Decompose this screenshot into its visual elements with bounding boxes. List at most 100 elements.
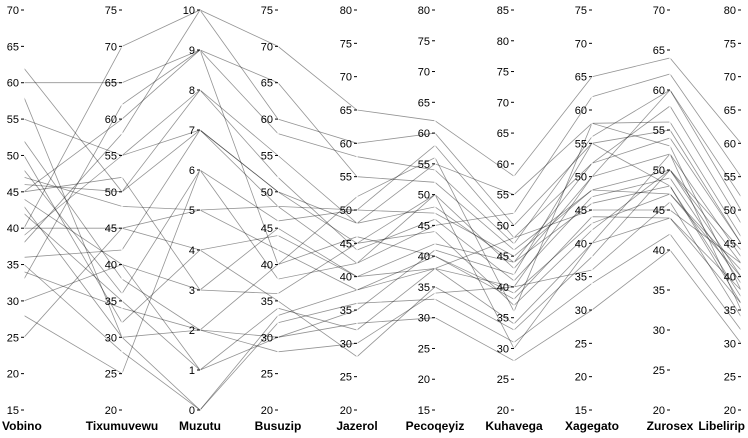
- tick-label: 45: [340, 238, 352, 250]
- tick-label: 30: [7, 296, 19, 308]
- axis-title: Muzutu: [179, 419, 221, 433]
- tick-label: 55: [497, 190, 509, 202]
- axes: 15 20 25 30 35 40 45 50 55 60 65 70 Vobino 20 25 30 35 40…: [2, 5, 745, 433]
- axis-libelirip: 20 25 30 35 40 45 50 55 60 65 70 75 80 Libelirip: [698, 5, 745, 433]
- tick-label: 55: [653, 125, 665, 137]
- tick-label: 40: [724, 272, 736, 284]
- tick-label: 65: [724, 105, 736, 117]
- tick-label: 20: [724, 405, 736, 417]
- tick-label: 10: [183, 5, 195, 17]
- series-line-5: [23, 118, 742, 350]
- tick-label: 45: [418, 220, 430, 232]
- tick-label: 65: [575, 72, 587, 84]
- tick-label: 70: [418, 67, 430, 79]
- tick-label: 35: [653, 285, 665, 297]
- series-line-3: [23, 49, 742, 313]
- tick-label: 75: [497, 67, 509, 79]
- tick-label: 80: [497, 36, 509, 48]
- series-line-6: [23, 89, 742, 302]
- axis-title: Kuhavega: [485, 419, 543, 433]
- tick-label: 7: [189, 125, 195, 137]
- tick-label: 55: [105, 150, 117, 162]
- series-line-2: [23, 129, 742, 338]
- series-line-18: [23, 9, 742, 229]
- axis-kuhavega: 20 25 30 35 40 45 50 55 60 65 70 75 80 85 Kuhavega: [485, 5, 543, 433]
- series-line-8: [23, 9, 742, 304]
- tick-label: 75: [418, 36, 430, 48]
- series-line-17: [23, 97, 742, 411]
- tick-label: 55: [724, 172, 736, 184]
- series-line-15: [23, 121, 742, 258]
- tick-label: 30: [575, 305, 587, 317]
- axis-xagegato: 15 20 25 30 35 40 45 50 55 60 65 70 75 Xagegato: [565, 5, 619, 433]
- tick-label: 75: [261, 5, 273, 17]
- tick-label: 70: [7, 5, 19, 17]
- tick-label: 9: [189, 45, 195, 57]
- tick-label: 65: [653, 45, 665, 57]
- tick-label: 25: [418, 343, 430, 355]
- series-line-7: [23, 155, 742, 358]
- tick-label: 30: [497, 343, 509, 355]
- tick-label: 25: [653, 365, 665, 377]
- tick-label: 20: [575, 372, 587, 384]
- tick-label: 70: [497, 97, 509, 109]
- axis-title: Zurosex: [647, 419, 694, 433]
- tick-label: 60: [7, 78, 19, 90]
- tick-label: 60: [724, 138, 736, 150]
- tick-label: 50: [575, 172, 587, 184]
- series-line-25: [23, 129, 742, 270]
- tick-label: 40: [497, 282, 509, 294]
- tick-label: 60: [340, 138, 352, 150]
- tick-label: 40: [575, 238, 587, 250]
- tick-label: 65: [105, 78, 117, 90]
- axis-vobino: 15 20 25 30 35 40 45 50 55 60 65 70 Vobino: [2, 5, 42, 433]
- tick-label: 50: [105, 187, 117, 199]
- tick-label: 3: [189, 285, 195, 297]
- tick-label: 30: [724, 338, 736, 350]
- tick-label: 35: [105, 296, 117, 308]
- tick-label: 65: [340, 105, 352, 117]
- tick-label: 65: [7, 41, 19, 53]
- axis-title: Busuzip: [255, 419, 302, 433]
- tick-label: 15: [418, 405, 430, 417]
- tick-label: 60: [261, 114, 273, 126]
- tick-label: 60: [497, 159, 509, 171]
- tick-label: 65: [497, 128, 509, 140]
- tick-label: 30: [261, 332, 273, 344]
- tick-label: 40: [340, 272, 352, 284]
- tick-label: 40: [7, 223, 19, 235]
- tick-label: 70: [653, 5, 665, 17]
- tick-label: 65: [418, 97, 430, 109]
- tick-label: 20: [418, 374, 430, 386]
- tick-label: 2: [189, 325, 195, 337]
- tick-label: 35: [261, 296, 273, 308]
- tick-label: 15: [575, 405, 587, 417]
- series-line-20: [23, 137, 742, 295]
- tick-label: 80: [418, 5, 430, 17]
- tick-label: 25: [105, 369, 117, 381]
- tick-label: 8: [189, 85, 195, 97]
- axis-title: Pecoqeyiz: [406, 419, 465, 433]
- tick-label: 75: [724, 38, 736, 50]
- series-line-1: [24, 189, 742, 277]
- tick-label: 35: [575, 272, 587, 284]
- tick-label: 55: [7, 114, 19, 126]
- tick-label: 50: [497, 220, 509, 232]
- tick-label: 35: [724, 305, 736, 317]
- series-line-24: [23, 193, 742, 331]
- tick-label: 55: [575, 138, 587, 150]
- tick-label: 35: [497, 313, 509, 325]
- tick-label: 1: [189, 365, 195, 377]
- series-line-21: [23, 89, 742, 284]
- series-line-23: [24, 49, 742, 245]
- axis-title: Vobino: [2, 419, 42, 433]
- tick-label: 40: [105, 260, 117, 272]
- axis-busuzip: 20 25 30 35 40 45 50 55 60 65 70 75 Busuzip: [255, 5, 302, 433]
- tick-label: 40: [418, 251, 430, 263]
- tick-label: 75: [340, 38, 352, 50]
- axis-jazerol: 20 25 30 35 40 45 50 55 60 65 70 75 80 Jazerol: [336, 5, 377, 433]
- tick-label: 70: [340, 72, 352, 84]
- series-line-4: [23, 209, 742, 411]
- tick-label: 25: [340, 372, 352, 384]
